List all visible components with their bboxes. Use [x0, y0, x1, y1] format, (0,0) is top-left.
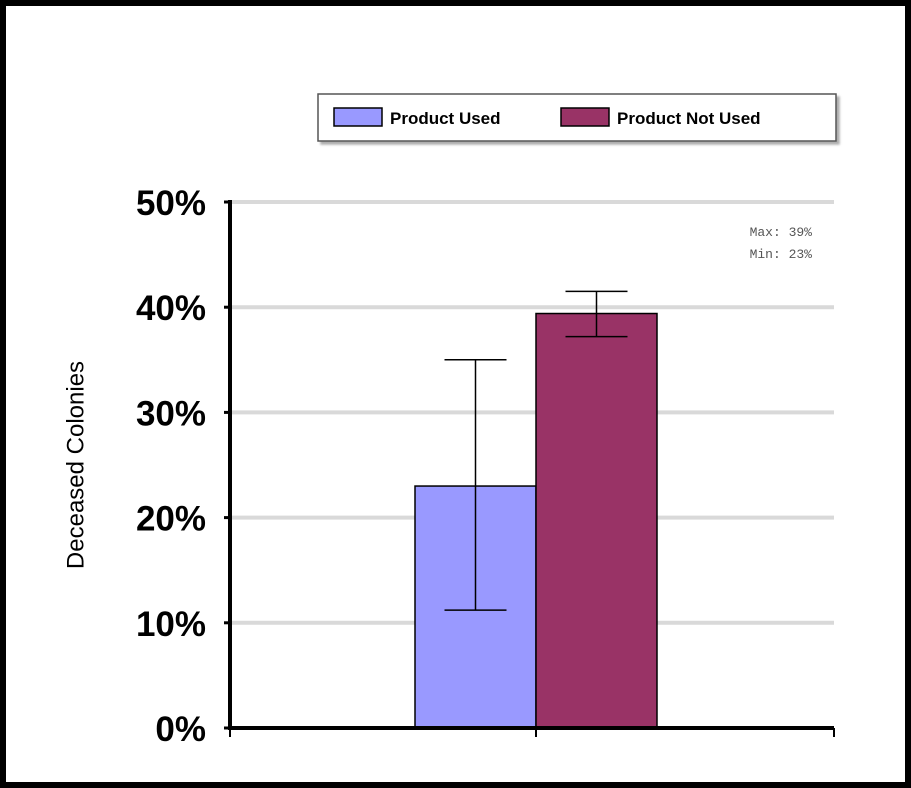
annotation-min: Min: 23%	[750, 247, 813, 262]
y-tick-label: 40%	[136, 289, 206, 328]
y-tick-label: 30%	[136, 394, 206, 433]
y-tick-label: 50%	[136, 184, 206, 223]
annotation-max: Max: 39%	[750, 225, 813, 240]
y-tick-label: 20%	[136, 500, 206, 539]
legend-label-product-not-used: Product Not Used	[617, 109, 761, 128]
legend-label-product-used: Product Used	[390, 109, 501, 128]
y-axis-label: Deceased Colonies	[62, 361, 89, 569]
y-tick-label: 0%	[155, 710, 206, 749]
legend-swatch-product-used	[333, 107, 383, 127]
bar-product-not-used	[535, 312, 658, 729]
error-bars	[444, 290, 628, 611]
y-tick-labels: 0% 10% 20% 30% 40% 50%	[136, 184, 835, 749]
legend-swatch-product-not-used	[560, 107, 610, 127]
legend: Product Used Product Not Used	[317, 93, 837, 142]
y-tick-label: 10%	[136, 605, 206, 644]
axes	[228, 200, 834, 730]
bars	[414, 312, 658, 729]
